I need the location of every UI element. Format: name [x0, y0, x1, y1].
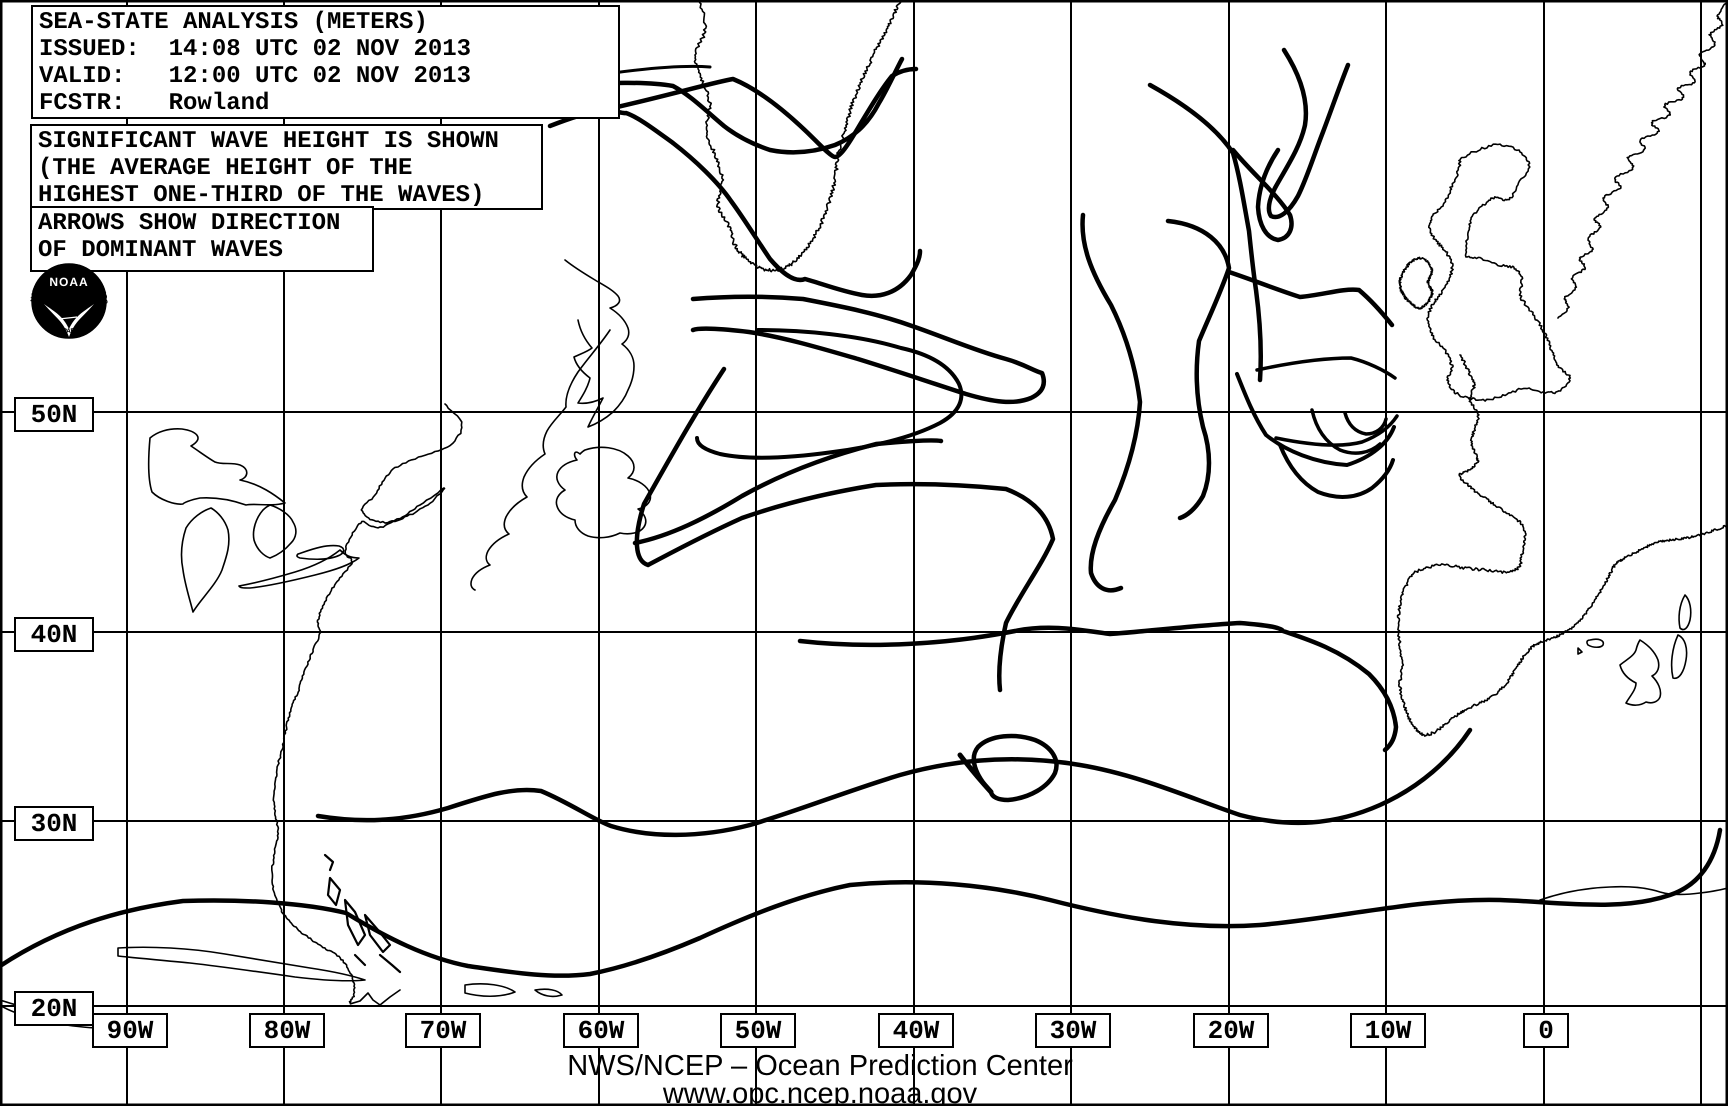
svg-text:NOAA: NOAA [49, 275, 88, 289]
